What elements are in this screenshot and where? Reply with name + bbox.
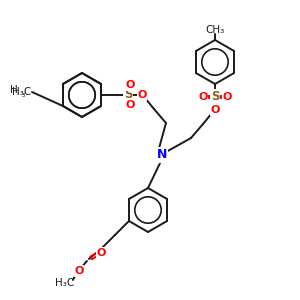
Text: CH₃: CH₃ — [206, 25, 225, 35]
Text: S: S — [124, 88, 132, 101]
Text: N: N — [157, 148, 167, 161]
Text: O: O — [96, 248, 106, 258]
Text: O: O — [125, 100, 135, 110]
Text: O: O — [222, 92, 232, 102]
Text: H₃C: H₃C — [12, 87, 32, 97]
Text: H₃C: H₃C — [55, 278, 75, 288]
Text: O: O — [137, 90, 147, 100]
Text: S: S — [211, 91, 219, 103]
Text: O: O — [125, 80, 135, 90]
Text: O: O — [210, 105, 220, 115]
Text: H: H — [10, 85, 18, 95]
Text: ₃: ₃ — [22, 90, 25, 99]
Text: O: O — [74, 266, 84, 276]
Text: O: O — [198, 92, 208, 102]
